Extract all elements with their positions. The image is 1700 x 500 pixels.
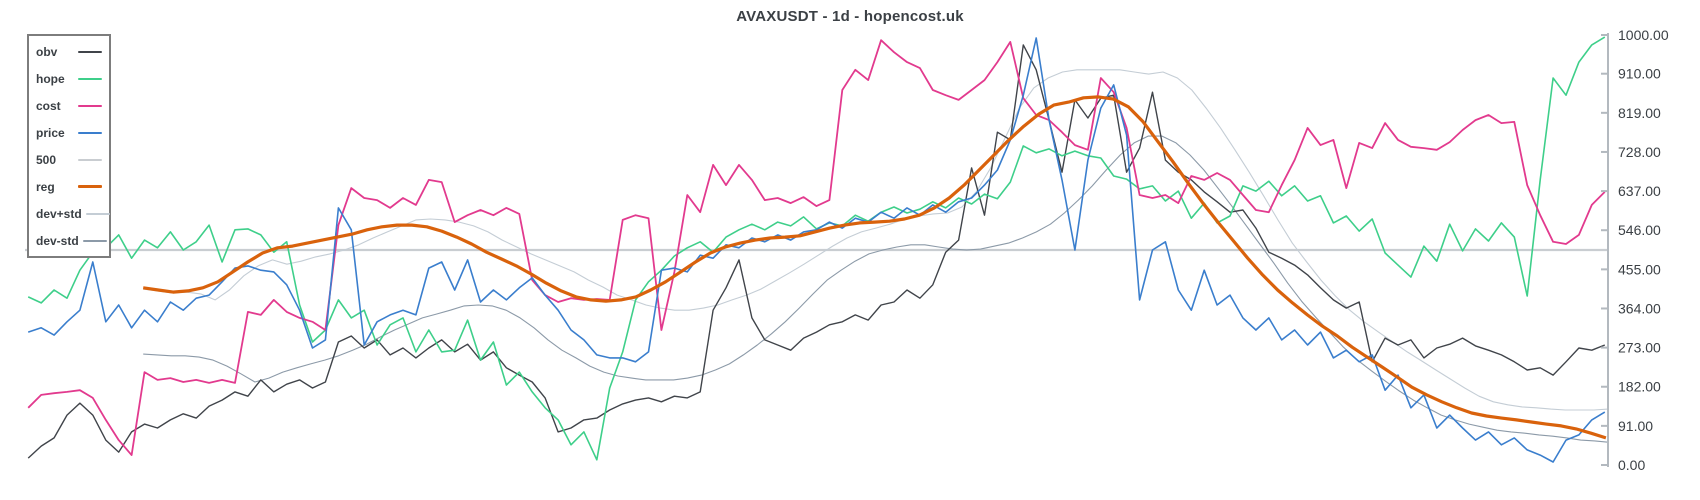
y-axis-tick-label: 910.00	[1618, 66, 1661, 82]
legend-swatch-dev-std-line-icon	[82, 239, 107, 242]
series-lines	[25, 36, 1609, 463]
legend-item-cost[interactable]: cost	[36, 99, 102, 113]
legend-item-reg[interactable]: reg	[36, 180, 102, 194]
legend-label-obv: obv	[36, 44, 58, 59]
series-line-dev+std[interactable]	[143, 69, 1609, 411]
legend-swatch-dev+std-line-icon	[85, 212, 110, 215]
legend-label-price: price	[36, 125, 65, 140]
y-axis: 1000.00 910.00 819.00 728.00 637.00 546.00 455…	[1601, 27, 1669, 473]
y-axis-tick-label: 637.00	[1618, 183, 1661, 199]
legend-swatch-price-line-icon	[78, 131, 102, 134]
legend-swatch-reg-line-icon	[78, 185, 102, 188]
legend-swatch-obv-line-icon	[78, 50, 102, 53]
legend-item-dev-std[interactable]: dev-std	[36, 233, 107, 248]
legend-item-obv[interactable]: obv	[36, 45, 102, 59]
legend-label-hope: hope	[36, 71, 65, 86]
legend-item-dev+std[interactable]: dev+std	[36, 206, 110, 221]
legend-swatch-hope-line-icon	[78, 77, 102, 80]
legend-item-500[interactable]: 500	[36, 153, 102, 167]
y-axis-tick-label: 819.00	[1618, 105, 1661, 121]
y-axis-tick-label: 364.00	[1618, 300, 1661, 316]
series-line-price[interactable]	[27, 37, 1606, 463]
y-axis-tick-label: 91.00	[1618, 418, 1653, 434]
series-line-reg[interactable]	[142, 95, 1607, 440]
y-axis-tick-label: 728.00	[1618, 144, 1661, 160]
legend-item-hope[interactable]: hope	[36, 72, 102, 86]
legend-label-cost: cost	[36, 98, 61, 113]
legend-label-dev-std: dev-std	[36, 233, 79, 248]
legend-swatch-500-line-icon	[78, 158, 102, 161]
chart-title: AVAXUSDT - 1d - hopencost.uk	[736, 8, 964, 25]
legend-label-dev+std: dev+std	[36, 206, 82, 221]
series-line-cost[interactable]	[27, 39, 1606, 457]
y-axis-tick-label: 182.00	[1618, 379, 1661, 395]
legend-label-reg: reg	[36, 179, 55, 194]
y-axis-tick-label: 1000.00	[1618, 27, 1669, 43]
legend-swatch-cost-line-icon	[78, 104, 102, 107]
legend-label-500: 500	[36, 152, 57, 167]
series-line-obv[interactable]	[27, 44, 1606, 459]
legend-box: obv hope cost price 500 reg dev+std dev-std	[27, 34, 111, 258]
legend-item-price[interactable]: price	[36, 126, 102, 140]
y-axis-tick-label: 455.00	[1618, 261, 1661, 277]
series-line-hope[interactable]	[27, 36, 1606, 461]
y-axis-tick-label: 273.00	[1618, 340, 1661, 356]
y-axis-tick-label: 546.00	[1618, 222, 1661, 238]
y-axis-tick-label: 0.00	[1618, 457, 1645, 473]
series-line-dev-std[interactable]	[143, 135, 1609, 443]
